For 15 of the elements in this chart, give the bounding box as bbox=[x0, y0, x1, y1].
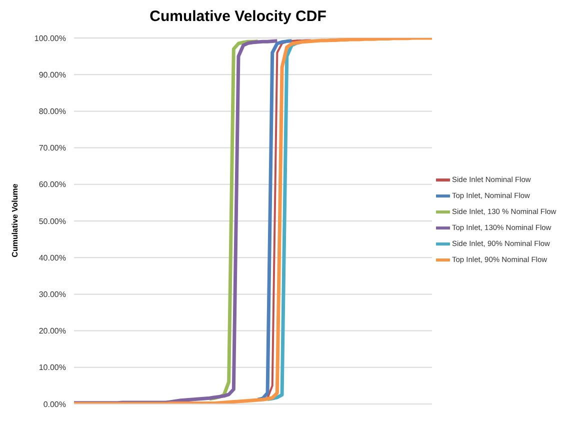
y-tick-label: 60.00% bbox=[38, 180, 66, 190]
y-tick-label: 20.00% bbox=[38, 326, 66, 336]
chart-title: Cumulative Velocity CDF bbox=[148, 8, 328, 27]
y-tick-label: 70.00% bbox=[38, 144, 66, 153]
y-tick-label: 30.00% bbox=[38, 290, 66, 300]
y-tick-label: 50.00% bbox=[38, 216, 66, 226]
y-axis-title: Cumulative Volume bbox=[10, 183, 20, 257]
y-tick-label: 80.00% bbox=[38, 107, 66, 116]
line-series bbox=[72, 38, 434, 404]
y-tick-label: 100.00% bbox=[34, 34, 66, 43]
y-tick-label: 10.00% bbox=[38, 363, 66, 372]
line-series bbox=[208, 40, 260, 401]
y-tick-label: 0.00% bbox=[43, 400, 66, 409]
y-tick-label: 90.00% bbox=[38, 70, 66, 80]
y-tick-label: 40.00% bbox=[38, 253, 66, 262]
